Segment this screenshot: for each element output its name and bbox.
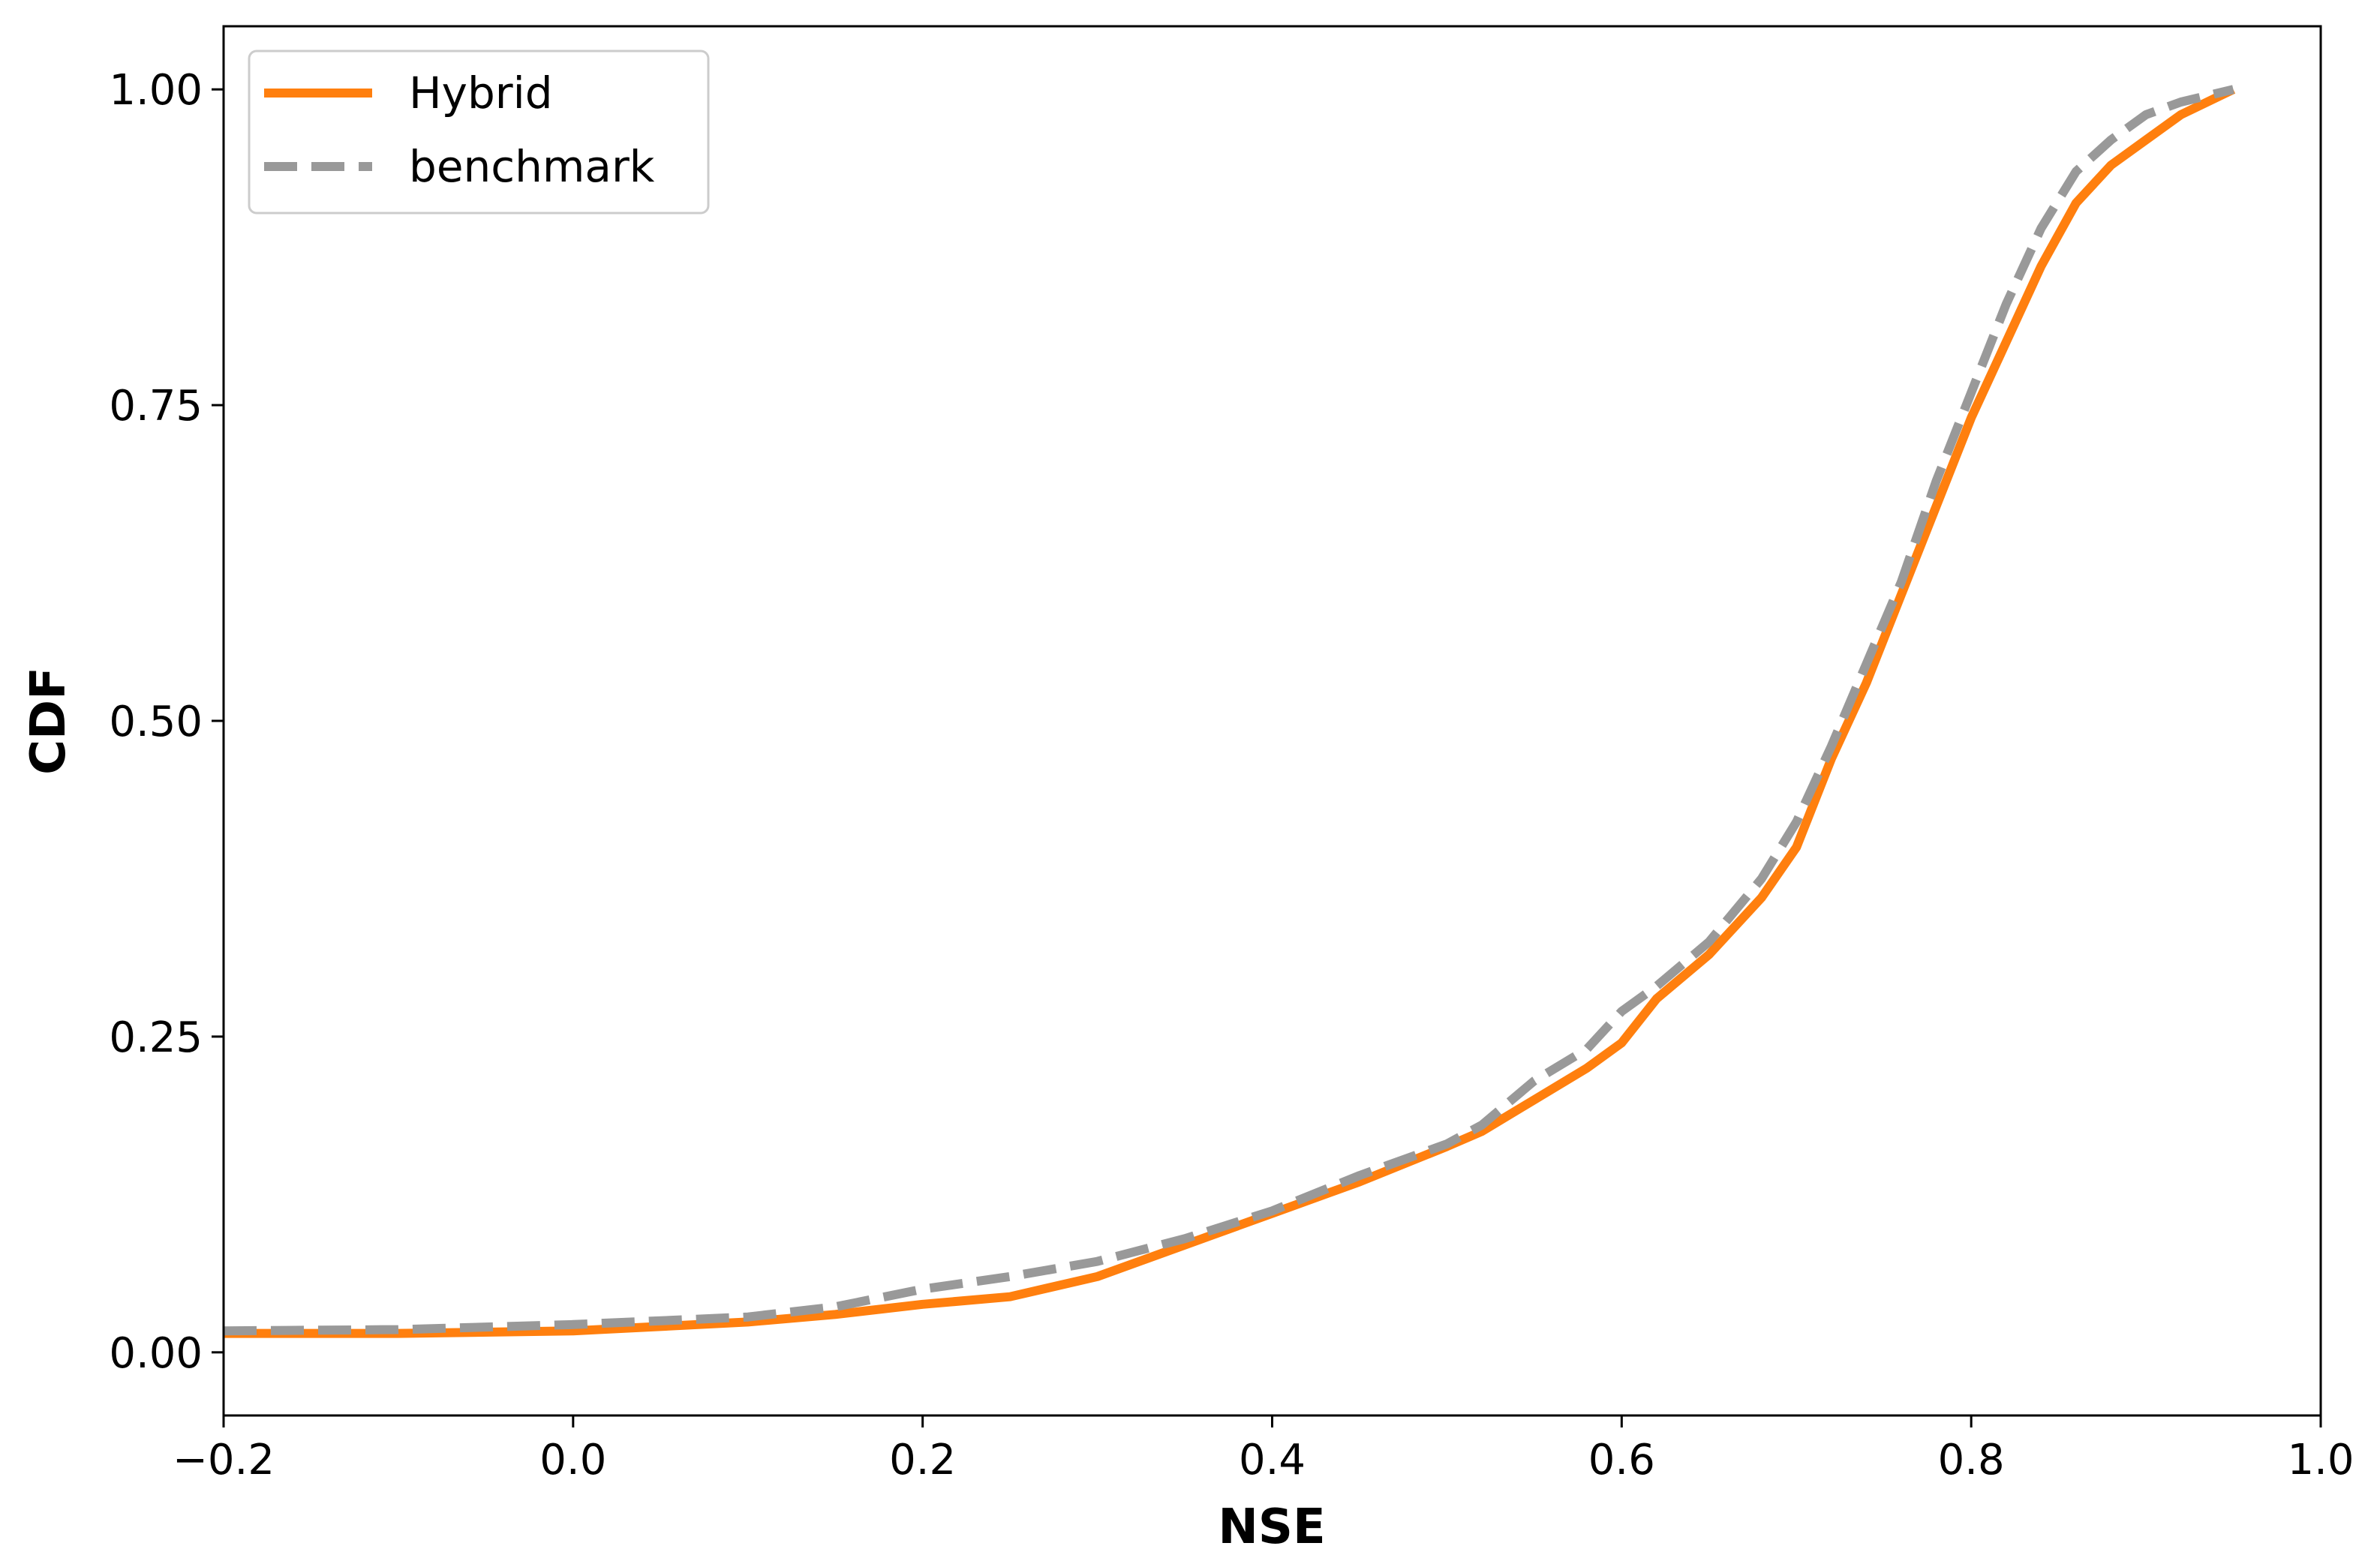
x-tick-label: −0.2 (173, 1436, 275, 1484)
x-tick-label: 0.4 (1239, 1436, 1306, 1484)
x-tick-label: 0.0 (539, 1436, 606, 1484)
y-axis-ticks: 0.00 0.25 0.50 0.75 1.00 (109, 66, 224, 1378)
x-tick-label: 1.0 (2287, 1436, 2354, 1484)
y-tick-label: 1.00 (109, 66, 203, 115)
x-axis-ticks: −0.2 0.0 0.2 0.4 0.6 0.8 1.0 (173, 1415, 2354, 1484)
series-line-benchmark (223, 85, 2234, 1336)
x-tick-label: 0.6 (1588, 1436, 1655, 1484)
series-layer (223, 85, 2236, 1338)
legend-label-hybrid: Hybrid (409, 68, 553, 119)
y-tick-label: 0.75 (109, 382, 203, 431)
y-tick-label: 0.25 (109, 1013, 203, 1062)
series-line-hybrid (224, 85, 2236, 1338)
x-tick-label: 0.8 (1938, 1436, 2005, 1484)
x-axis-label: NSE (1218, 1499, 1325, 1555)
x-tick-label: 0.2 (889, 1436, 956, 1484)
legend: Hybrid benchmark (248, 50, 710, 215)
y-axis-label: CDF (21, 667, 77, 775)
y-tick-label: 0.00 (109, 1329, 203, 1378)
y-tick-label: 0.50 (109, 698, 203, 746)
legend-label-benchmark: benchmark (409, 141, 655, 192)
